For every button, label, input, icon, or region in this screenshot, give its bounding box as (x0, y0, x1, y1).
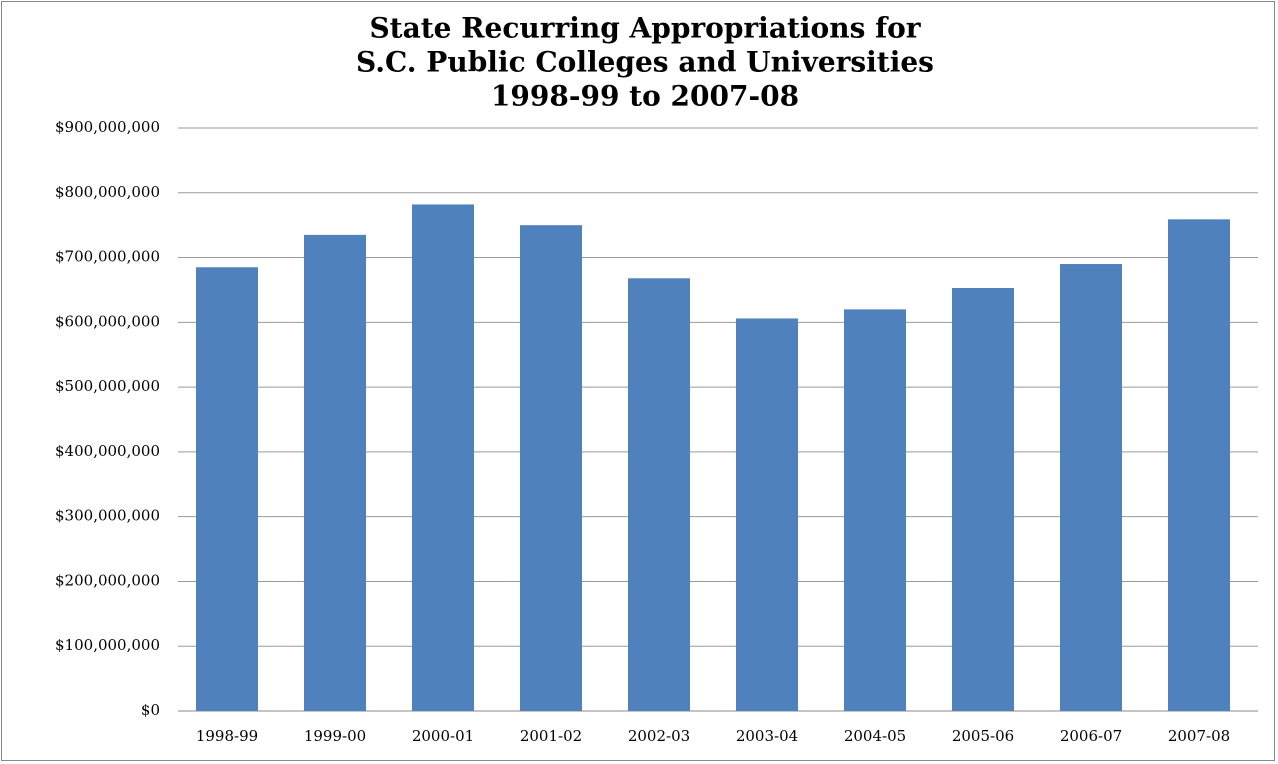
bar (952, 288, 1014, 711)
y-tick-label: $700,000,000 (55, 248, 160, 266)
x-tick-label: 2002-03 (628, 727, 690, 745)
x-tick-label: 2003-04 (736, 727, 798, 745)
y-tick-label: $300,000,000 (55, 507, 160, 525)
x-tick-label: 2001-02 (520, 727, 582, 745)
x-tick-label: 1998-99 (196, 727, 258, 745)
bar (1060, 264, 1122, 711)
bar (412, 204, 474, 711)
x-tick-label: 2000-01 (412, 727, 474, 745)
chart-title: S.C. Public Colleges and Universities (356, 46, 934, 79)
bar (844, 309, 906, 711)
chart-title: State Recurring Appropriations for (369, 12, 921, 45)
y-tick-label: $100,000,000 (55, 636, 160, 654)
x-tick-label: 2004-05 (844, 727, 906, 745)
x-tick-label: 2005-06 (952, 727, 1014, 745)
y-tick-label: $800,000,000 (55, 183, 160, 201)
y-tick-label: $900,000,000 (55, 118, 160, 136)
bar (304, 234, 366, 711)
bar (1168, 219, 1230, 711)
bar (628, 278, 690, 711)
y-tick-label: $200,000,000 (55, 571, 160, 589)
y-tick-label: $0 (141, 701, 160, 719)
bar (736, 318, 798, 711)
bar (520, 225, 582, 711)
x-tick-label: 1999-00 (304, 727, 366, 745)
x-tick-label: 2006-07 (1060, 727, 1122, 745)
y-tick-label: $600,000,000 (55, 312, 160, 330)
x-tick-label: 2007-08 (1168, 727, 1230, 745)
y-tick-label: $400,000,000 (55, 442, 160, 460)
y-tick-label: $500,000,000 (55, 377, 160, 395)
bar (196, 267, 258, 711)
chart-title: 1998-99 to 2007-08 (491, 80, 799, 113)
